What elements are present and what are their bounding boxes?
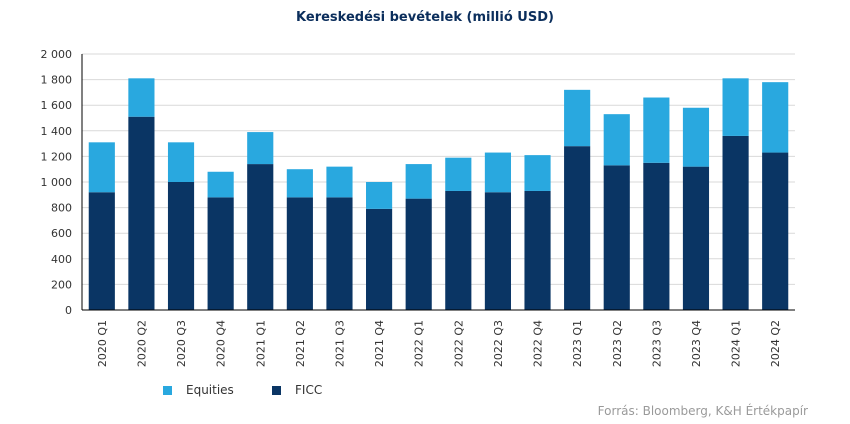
legend-label-equities: Equities (186, 383, 234, 397)
bar-equities (405, 164, 432, 199)
y-tick-label: 400 (51, 253, 72, 266)
x-tick-label: 2024 Q1 (730, 320, 743, 367)
x-tick-label: 2020 Q3 (175, 320, 188, 367)
bar-ficc (405, 198, 432, 310)
x-tick-label: 2020 Q2 (135, 320, 148, 367)
bar-equities (207, 171, 234, 198)
x-tick-label: 2021 Q4 (373, 320, 386, 367)
bar-ficc (564, 146, 591, 310)
bar-ficc (88, 192, 115, 310)
bar-equities (167, 142, 195, 182)
x-tick-label: 2020 Q4 (215, 320, 228, 367)
x-tick-label: 2020 Q1 (96, 320, 109, 367)
legend-item-ficc: FICC (272, 383, 322, 397)
bar-equities (722, 78, 749, 136)
bar-ficc (247, 164, 274, 310)
x-tick-label: 2022 Q2 (452, 320, 465, 367)
y-tick-label: 1 800 (41, 74, 73, 87)
bar-equities (643, 97, 670, 163)
bar-equities (286, 169, 313, 198)
bar-equities (524, 155, 551, 191)
x-tick-label: 2021 Q3 (333, 320, 346, 367)
y-tick-label: 1 200 (41, 150, 73, 163)
bar-ficc (366, 208, 393, 310)
y-tick-label: 600 (51, 227, 72, 240)
bar-equities (445, 157, 472, 191)
bar-equities (128, 78, 155, 117)
x-tick-label: 2022 Q3 (492, 320, 505, 367)
y-tick-label: 1 400 (41, 125, 73, 138)
bar-ficc (286, 197, 313, 310)
bar-ficc (207, 197, 234, 310)
y-tick-label: 800 (51, 202, 72, 215)
bar-equities (247, 132, 274, 165)
bar-equities (88, 142, 115, 193)
y-tick-label: 2 000 (41, 48, 73, 61)
bar-equities (564, 89, 591, 147)
y-tick-label: 1 000 (41, 176, 73, 189)
x-tick-label: 2023 Q4 (690, 320, 703, 367)
legend-swatch-equities (163, 385, 172, 395)
bar-ficc (524, 190, 551, 310)
bar-equities (484, 152, 511, 193)
bar-ficc (762, 152, 789, 310)
legend-label-ficc: FICC (295, 383, 323, 397)
x-tick-label: 2023 Q3 (650, 320, 663, 367)
y-tick-label: 1 600 (41, 99, 73, 112)
x-tick-label: 2024 Q2 (769, 320, 782, 367)
bar-equities (326, 166, 353, 198)
bar-ficc (128, 116, 155, 310)
bar-equities (762, 82, 789, 153)
bar-ficc (603, 165, 630, 310)
x-tick-label: 2023 Q2 (611, 320, 624, 367)
bar-equities (366, 182, 393, 209)
chart-title: Kereskedési bevételek (millió USD) (296, 10, 554, 25)
legend-item-equities: Equities (163, 383, 234, 397)
bar-ficc (167, 182, 195, 310)
x-tick-label: 2022 Q4 (532, 320, 545, 367)
bar-ficc (643, 162, 670, 310)
x-tick-label: 2023 Q1 (571, 320, 584, 367)
bar-ficc (682, 166, 710, 310)
source-note: Forrás: Bloomberg, K&H Értékpapír (597, 404, 808, 418)
bar-ficc (326, 197, 353, 310)
bar-ficc (722, 135, 749, 310)
x-tick-label: 2021 Q1 (254, 320, 267, 367)
x-tick-label: 2022 Q1 (413, 320, 426, 367)
y-tick-label: 200 (51, 278, 72, 291)
bar-ficc (484, 192, 511, 310)
bar-equities (603, 114, 630, 166)
y-tick-label: 0 (65, 304, 72, 317)
bar-equities (682, 107, 710, 167)
x-tick-label: 2021 Q2 (294, 320, 307, 367)
bar-ficc (445, 190, 472, 310)
legend-swatch-ficc (272, 385, 281, 395)
